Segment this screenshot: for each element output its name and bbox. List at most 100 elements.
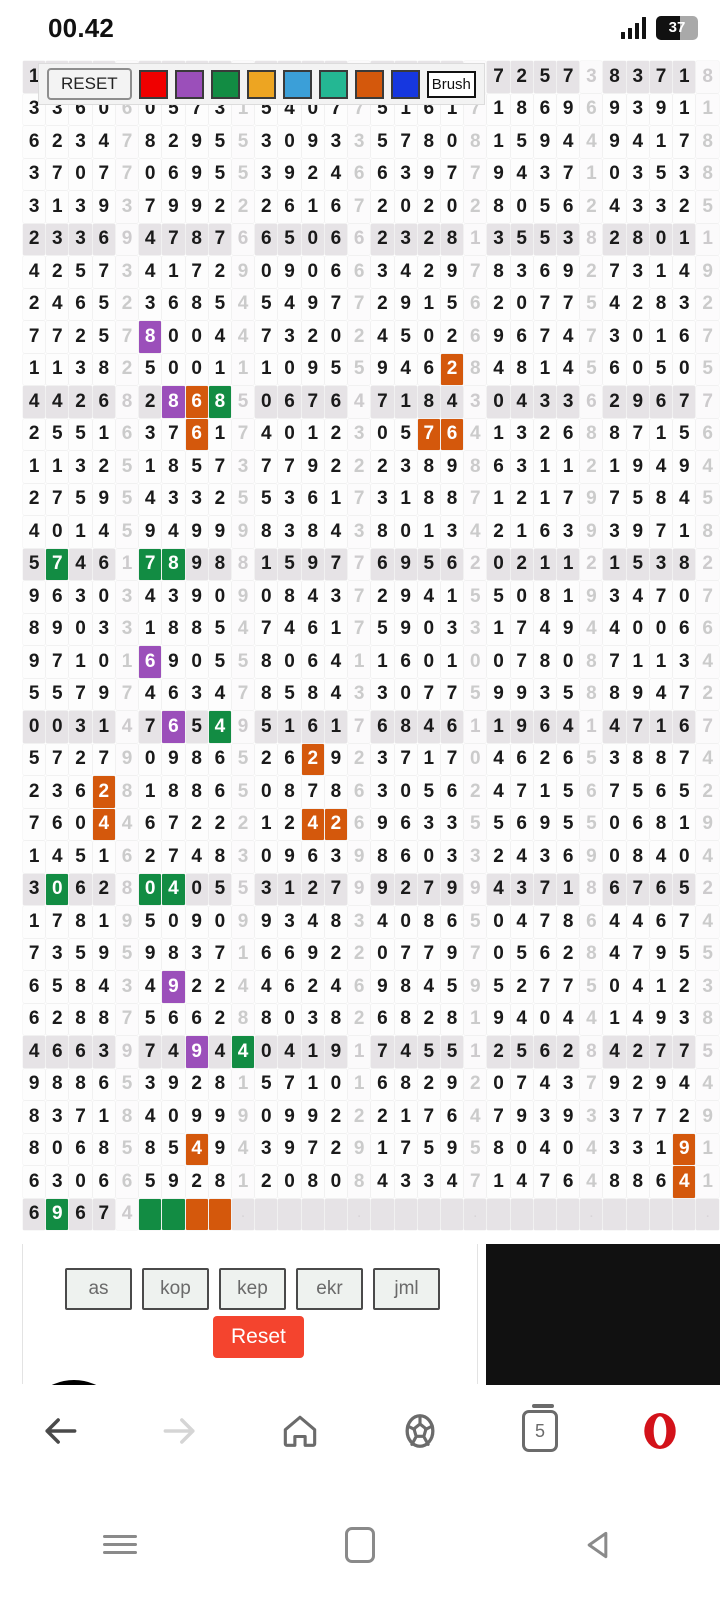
grid-cell[interactable]: 9 [231, 516, 255, 548]
grid-cell[interactable]: 9 [46, 613, 69, 645]
grid-cell[interactable]: 9 [162, 1166, 185, 1198]
grid-cell[interactable]: 3 [348, 516, 371, 548]
grid-cell[interactable]: 7 [417, 678, 440, 710]
grid-cell[interactable]: 6 [394, 841, 417, 873]
grid-cell[interactable]: 2 [324, 418, 348, 450]
grid-cell[interactable]: 9 [487, 678, 510, 710]
grid-cell[interactable]: 7 [626, 873, 649, 905]
grid-cell[interactable]: 7 [255, 613, 278, 645]
grid-cell[interactable]: 7 [371, 386, 394, 418]
grid-cell[interactable]: 5 [626, 776, 649, 808]
grid-cell[interactable]: 8 [626, 743, 649, 775]
grid-cell[interactable]: 4 [231, 1133, 255, 1165]
grid-cell[interactable]: 9 [649, 938, 673, 970]
grid-cell[interactable]: 5 [440, 971, 464, 1003]
grid-cell[interactable]: 6 [348, 256, 371, 288]
grid-cell[interactable]: 8 [696, 126, 719, 158]
grid-cell[interactable]: 7 [510, 646, 533, 678]
grid-cell[interactable]: 6 [46, 808, 69, 840]
grid-cell[interactable]: 4 [301, 808, 324, 840]
grid-cell[interactable]: 4 [46, 288, 69, 320]
grid-cell[interactable]: 6 [696, 418, 719, 450]
grid-cell[interactable]: 6 [301, 646, 324, 678]
grid-cell[interactable]: 2 [464, 1068, 487, 1100]
grid-cell[interactable]: 1 [440, 581, 464, 613]
grid-cell[interactable]: 1 [626, 646, 649, 678]
grid-cell[interactable]: 5 [231, 646, 255, 678]
grid-cell[interactable]: 9 [208, 1101, 231, 1133]
grid-cell[interactable]: 5 [580, 743, 603, 775]
grid-cell[interactable]: 0 [69, 1166, 92, 1198]
grid-cell[interactable]: 6 [255, 223, 278, 255]
reset-button[interactable]: Reset [213, 1316, 304, 1358]
grid-cell[interactable]: 1 [649, 418, 673, 450]
grid-cell[interactable] [626, 1198, 649, 1230]
grid-cell[interactable]: 9 [139, 938, 162, 970]
grid-cell[interactable]: 9 [371, 808, 394, 840]
grid-cell[interactable]: 1 [324, 613, 348, 645]
grid-cell[interactable]: 0 [673, 581, 696, 613]
grid-cell[interactable]: 6 [162, 1003, 185, 1035]
grid-cell[interactable]: 9 [557, 256, 580, 288]
grid-cell[interactable]: 9 [510, 1101, 533, 1133]
grid-cell[interactable]: 2 [673, 191, 696, 223]
grid-cell[interactable]: 6 [371, 711, 394, 743]
grid-cell[interactable]: 1 [348, 1036, 371, 1068]
grid-cell[interactable]: 6 [603, 353, 626, 385]
grid-cell[interactable]: 7 [649, 581, 673, 613]
grid-cell[interactable] [510, 1198, 533, 1230]
sysnav-back-button[interactable] [480, 1525, 720, 1565]
grid-cell[interactable]: 1 [278, 873, 301, 905]
grid-cell[interactable]: 4 [92, 516, 115, 548]
grid-cell[interactable]: 4 [231, 288, 255, 320]
grid-cell[interactable]: 6 [46, 1036, 69, 1068]
grid-cell[interactable]: 4 [231, 321, 255, 353]
grid-cell[interactable]: 1 [92, 711, 115, 743]
grid-cell[interactable]: 4 [603, 938, 626, 970]
grid-cell[interactable]: 3 [162, 581, 185, 613]
grid-cell[interactable]: 6 [394, 646, 417, 678]
grid-cell[interactable]: 4 [626, 1003, 649, 1035]
grid-cell[interactable]: 3 [557, 386, 580, 418]
grid-cell[interactable]: 6 [487, 451, 510, 483]
grid-cell[interactable]: 2 [673, 971, 696, 1003]
grid-cell[interactable]: 1 [649, 126, 673, 158]
grid-cell[interactable]: 0 [46, 711, 69, 743]
grid-cell[interactable]: 8 [464, 126, 487, 158]
grid-cell[interactable]: 1 [23, 451, 46, 483]
grid-cell[interactable]: 5 [533, 61, 557, 93]
grid-cell[interactable]: 4 [139, 256, 162, 288]
grid-cell[interactable]: 9 [649, 1068, 673, 1100]
grid-cell[interactable]: 3 [92, 1036, 115, 1068]
grid-cell[interactable]: 7 [139, 191, 162, 223]
grid-cell[interactable]: 9 [115, 906, 139, 938]
grid-cell[interactable]: 3 [115, 613, 139, 645]
grid-cell[interactable]: 8 [115, 873, 139, 905]
grid-cell[interactable]: 6 [510, 321, 533, 353]
grid-cell[interactable]: 9 [278, 158, 301, 190]
grid-cell[interactable]: 9 [440, 873, 464, 905]
grid-cell[interactable]: 9 [301, 1101, 324, 1133]
grid-cell[interactable]: 3 [673, 158, 696, 190]
grid-cell[interactable]: 7 [626, 1101, 649, 1133]
grid-cell[interactable]: 2 [440, 321, 464, 353]
grid-cell[interactable]: 7 [533, 906, 557, 938]
sysnav-recents-button[interactable] [0, 1530, 240, 1559]
grid-cell[interactable]: 6 [185, 418, 208, 450]
grid-cell[interactable]: 7 [464, 158, 487, 190]
grid-cell[interactable]: 0 [371, 418, 394, 450]
grid-cell[interactable]: 6 [69, 776, 92, 808]
grid-cell[interactable]: 9 [231, 256, 255, 288]
grid-cell[interactable]: 3 [348, 906, 371, 938]
grid-cell[interactable]: 2 [487, 841, 510, 873]
grid-cell[interactable]: 9 [394, 613, 417, 645]
grid-cell[interactable]: 2 [231, 191, 255, 223]
grid-cell[interactable]: 6 [92, 223, 115, 255]
grid-cell[interactable]: 9 [139, 516, 162, 548]
grid-cell[interactable]: 1 [487, 126, 510, 158]
grid-cell[interactable]: 6 [255, 938, 278, 970]
grid-cell[interactable]: 9 [185, 191, 208, 223]
grid-cell[interactable]: 2 [115, 353, 139, 385]
grid-cell[interactable]: 3 [69, 581, 92, 613]
nav-back-button[interactable] [0, 1409, 120, 1453]
